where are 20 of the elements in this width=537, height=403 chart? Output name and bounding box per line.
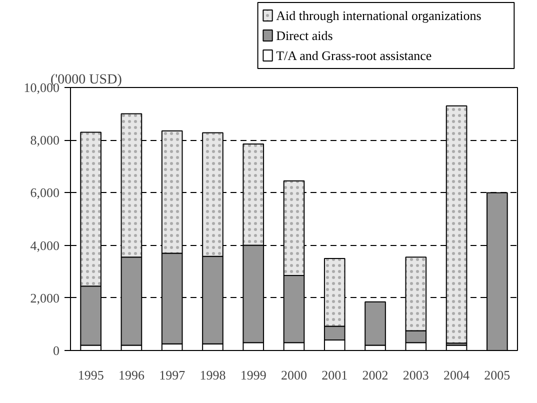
x-tick-label: 2001 <box>322 368 348 382</box>
x-tick-label: 1997 <box>159 368 186 382</box>
x-tick-label: 2005 <box>484 368 510 382</box>
x-tick-label: 1998 <box>200 368 226 382</box>
x-tick-label: 2002 <box>362 368 388 382</box>
y-tick-label: 8,000 <box>30 132 60 148</box>
x-tick-label: 1996 <box>118 368 145 382</box>
x-tick-label: 1995 <box>78 368 104 382</box>
x-tick-label: 2004 <box>444 368 470 382</box>
x-tick-label: 2003 <box>402 368 429 382</box>
x-tick-label: 2000 <box>281 368 307 382</box>
legend-label: Direct aids <box>276 28 333 43</box>
legend-label: Aid through international organizations <box>276 8 482 23</box>
x-tick-label: 1999 <box>240 368 266 382</box>
bar <box>364 301 386 346</box>
y-tick-label: 0 <box>53 343 60 358</box>
y-tick-label: 2,000 <box>30 290 60 306</box>
legend-label: T/A and Grass-root assistance <box>276 48 432 63</box>
y-tick-label: 4,000 <box>30 238 60 253</box>
y-tick-label: 6,000 <box>30 185 60 200</box>
